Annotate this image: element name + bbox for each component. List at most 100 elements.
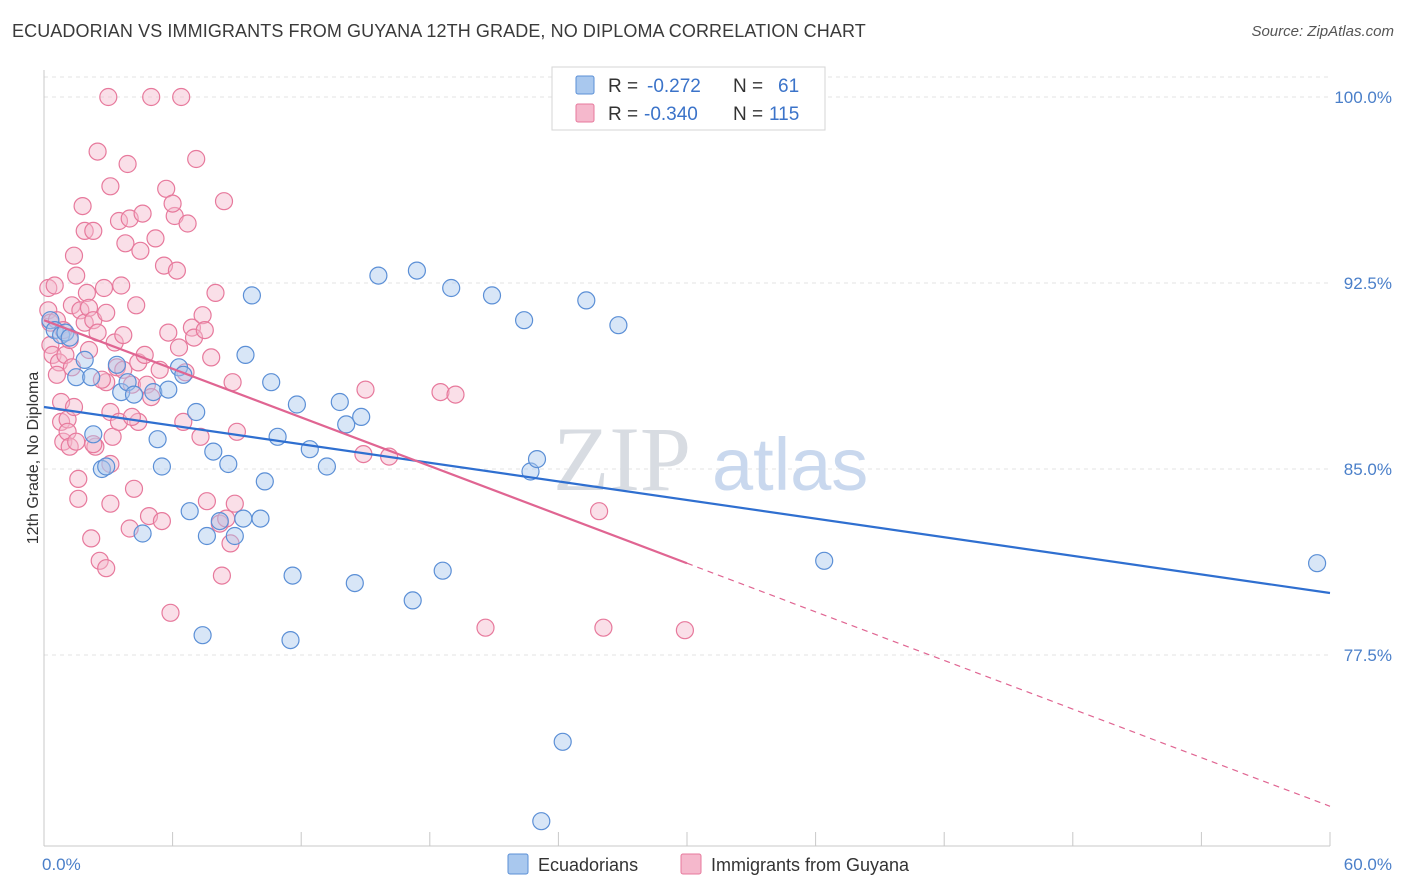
point-ecuadorian bbox=[609, 316, 628, 335]
y-tick-labels: 77.5% 85.0% 92.5% 100.0% bbox=[1334, 88, 1392, 665]
point-ecuadorian bbox=[337, 415, 356, 434]
legend-r-value-1: -0.272 bbox=[647, 76, 701, 97]
legend-swatch-guyana bbox=[575, 103, 595, 123]
point-guyana bbox=[77, 283, 97, 302]
point-guyana bbox=[212, 566, 231, 585]
point-ecuadorian bbox=[300, 440, 319, 459]
point-ecuadorian bbox=[330, 392, 349, 412]
point-ecuadorian bbox=[283, 566, 302, 585]
point-ecuadorian bbox=[532, 812, 551, 831]
point-guyana bbox=[47, 365, 67, 384]
point-ecuadorian bbox=[369, 266, 388, 285]
point-guyana bbox=[172, 87, 191, 107]
point-guyana bbox=[99, 87, 118, 107]
point-guyana bbox=[84, 221, 103, 240]
point-guyana bbox=[675, 621, 695, 640]
y-tick-label: 92.5% bbox=[1344, 274, 1392, 293]
point-guyana bbox=[90, 551, 109, 570]
point-guyana bbox=[131, 241, 150, 260]
point-guyana bbox=[161, 603, 180, 622]
point-guyana bbox=[476, 618, 495, 637]
legend-n-value-2: 115 bbox=[769, 104, 799, 125]
x-tick-label-max: 60.0% bbox=[1344, 855, 1392, 874]
point-guyana bbox=[163, 194, 182, 213]
point-guyana bbox=[431, 383, 450, 402]
trendline-ecuadorians bbox=[43, 405, 1331, 595]
point-guyana bbox=[67, 432, 86, 451]
point-ecuadorian bbox=[815, 551, 834, 570]
point-ecuadorian bbox=[152, 457, 171, 476]
point-guyana bbox=[124, 479, 144, 498]
y-tick-label: 100.0% bbox=[1334, 88, 1392, 107]
point-ecuadorian bbox=[577, 291, 596, 310]
point-ecuadorian bbox=[442, 278, 461, 298]
trendline-guyana bbox=[43, 319, 688, 565]
point-guyana bbox=[97, 559, 116, 578]
point-ecuadorian bbox=[287, 395, 306, 414]
point-ecuadorian bbox=[482, 286, 502, 305]
watermark-zip: ZIP bbox=[553, 408, 691, 510]
point-ecuadorian bbox=[148, 430, 167, 449]
legend-r-label-2: R = bbox=[608, 104, 638, 125]
point-ecuadorian bbox=[234, 509, 253, 528]
point-ecuadorian bbox=[124, 385, 144, 404]
point-guyana bbox=[133, 204, 152, 223]
series-ecuadorians-points bbox=[41, 261, 1327, 831]
point-guyana bbox=[187, 149, 206, 169]
bottom-legend: Ecuadorians Immigrants from Guyana bbox=[507, 853, 910, 875]
point-ecuadorian bbox=[84, 425, 103, 444]
y-tick-label: 85.0% bbox=[1344, 460, 1392, 479]
point-guyana bbox=[214, 192, 234, 211]
point-guyana bbox=[97, 303, 116, 322]
legend-n-label-1: N = bbox=[733, 76, 763, 97]
point-guyana bbox=[178, 214, 197, 233]
point-ecuadorian bbox=[553, 732, 572, 751]
point-guyana bbox=[73, 197, 92, 216]
point-guyana bbox=[356, 380, 375, 399]
point-ecuadorian bbox=[197, 526, 216, 546]
point-guyana bbox=[446, 385, 465, 404]
point-guyana bbox=[67, 266, 86, 285]
series-guyana-points bbox=[39, 87, 695, 640]
point-ecuadorian bbox=[75, 350, 94, 369]
point-ecuadorian bbox=[180, 502, 199, 521]
bottom-legend-swatch-guyana bbox=[680, 853, 702, 875]
watermark: ZIP atlas bbox=[553, 408, 868, 510]
point-ecuadorian bbox=[225, 526, 244, 546]
point-ecuadorian bbox=[204, 442, 223, 461]
point-guyana bbox=[159, 323, 178, 342]
bottom-legend-label-ecuadorians: Ecuadorians bbox=[538, 855, 638, 875]
point-ecuadorian bbox=[1307, 554, 1327, 573]
point-ecuadorian bbox=[67, 368, 86, 387]
point-ecuadorian bbox=[187, 402, 206, 422]
trendlines bbox=[43, 319, 1331, 807]
point-guyana bbox=[167, 261, 186, 280]
x-ticks bbox=[43, 832, 1331, 846]
point-ecuadorian bbox=[144, 383, 163, 402]
gridlines bbox=[44, 76, 1330, 656]
point-guyana bbox=[195, 321, 214, 340]
trendline-guyana-extension bbox=[686, 562, 1331, 807]
bottom-legend-label-guyana: Immigrants from Guyana bbox=[711, 855, 910, 875]
point-guyana bbox=[79, 340, 99, 360]
point-guyana bbox=[112, 276, 131, 295]
point-guyana bbox=[184, 328, 204, 347]
point-guyana bbox=[227, 422, 246, 441]
point-ecuadorian bbox=[107, 355, 127, 374]
point-ecuadorian bbox=[352, 407, 371, 426]
point-ecuadorian bbox=[193, 626, 212, 645]
point-guyana bbox=[109, 211, 129, 231]
point-ecuadorian bbox=[251, 509, 270, 528]
point-guyana bbox=[94, 278, 114, 298]
y-tick-label: 77.5% bbox=[1344, 646, 1392, 665]
point-ecuadorian bbox=[514, 311, 534, 330]
point-guyana bbox=[206, 283, 225, 302]
point-guyana bbox=[197, 492, 216, 511]
point-guyana bbox=[169, 338, 189, 357]
point-guyana bbox=[152, 511, 171, 531]
point-ecuadorian bbox=[317, 457, 336, 476]
point-ecuadorian bbox=[433, 561, 452, 580]
point-ecuadorian bbox=[133, 524, 152, 543]
legend-n-value-1: 61 bbox=[778, 76, 799, 97]
